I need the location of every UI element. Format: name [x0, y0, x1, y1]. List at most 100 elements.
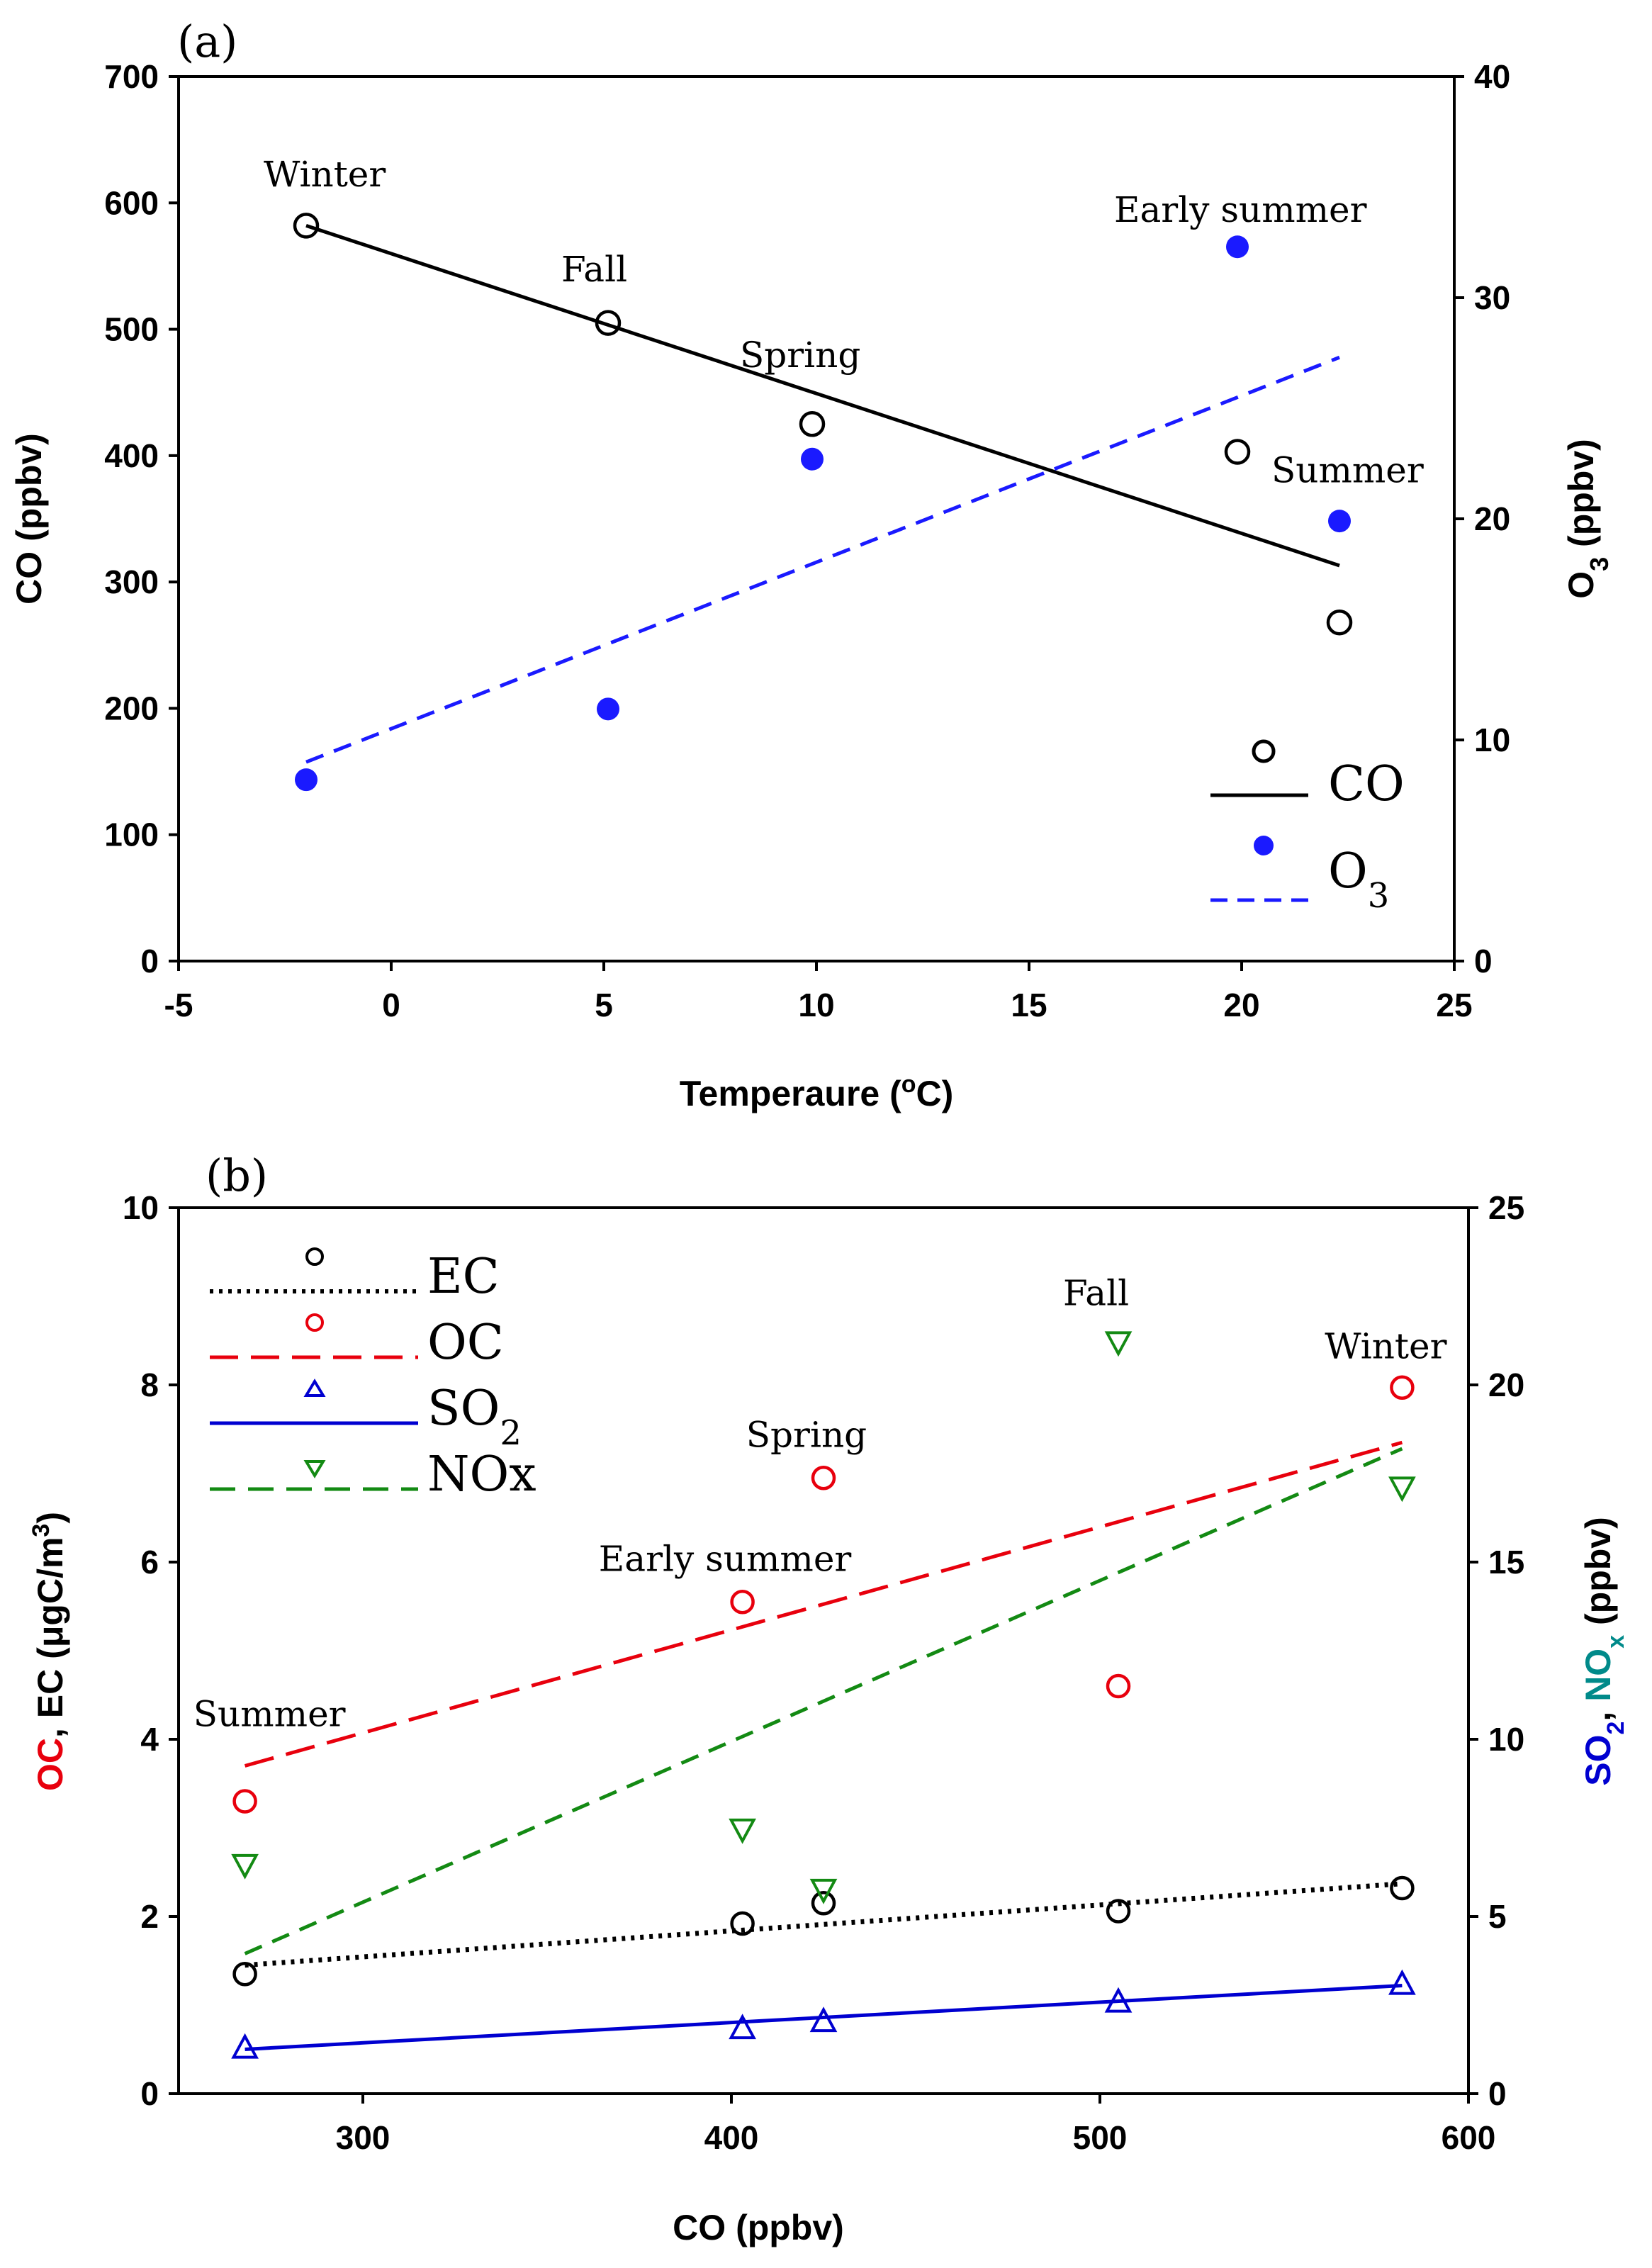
y-right-tick-label: 40	[1474, 58, 1510, 95]
co-point	[595, 310, 622, 336]
y-left-tick-label: 500	[104, 311, 159, 348]
panel-a-y-left-title: CO (ppbv)	[9, 433, 49, 605]
season-label: Winter	[1325, 1326, 1446, 1367]
oc-point	[730, 1590, 755, 1615]
panel-a-legend: CO O3	[1210, 739, 1405, 916]
oc-point	[811, 1466, 836, 1491]
y-right-tick-label: 0	[1474, 943, 1493, 979]
panel-a-letter: (a)	[177, 16, 237, 67]
y-right-tick-label: 25	[1488, 1189, 1524, 1226]
season-label: Winter	[264, 154, 386, 195]
y-left-tick-label: 6	[140, 1544, 159, 1581]
so2-point	[809, 2006, 838, 2033]
y-left-tick-label: 10	[123, 1189, 159, 1226]
so2-point	[231, 2033, 259, 2059]
panel-b-legend: EC OC SO2 NOx	[210, 1247, 536, 1503]
nox-point	[809, 1878, 838, 1904]
x-tick-label: 0	[382, 987, 400, 1023]
oc-fit-line	[244, 1440, 1403, 1768]
ec-point	[232, 1962, 257, 1987]
y-right-tick-label: 30	[1474, 279, 1510, 316]
season-label: Summer	[193, 1693, 346, 1734]
season-label: Spring	[746, 1415, 867, 1456]
x-tick-label: -5	[164, 987, 193, 1023]
panel-a-y-right-ticks: 0 10 20 30 40	[1454, 58, 1510, 979]
co-point	[799, 411, 826, 437]
y-left-tick-label: 4	[140, 1721, 159, 1758]
ec-fit-line	[245, 1881, 1403, 1968]
legend-o3-label: O3	[1328, 843, 1389, 916]
nox-point	[1388, 1476, 1416, 1503]
x-tick-label: 300	[336, 2119, 390, 2156]
nox-point	[729, 1818, 756, 1844]
x-tick-label: 400	[704, 2119, 759, 2156]
y-right-tick-label: 10	[1488, 1721, 1524, 1758]
panel-b-y-right-title: SO2, NOx (ppbv)	[1578, 1517, 1629, 1786]
panel-b-y-left-ticks: 0 2 4 6 8 10	[123, 1189, 179, 2112]
panel-a-data-points	[293, 213, 1353, 792]
o3-point	[801, 447, 824, 471]
panel-b-x-axis-title: CO (ppbv)	[673, 2208, 844, 2247]
oc-point	[232, 1789, 257, 1814]
panel-a-x-ticks: -5 0 5 10 15 20 25	[164, 961, 1473, 1023]
y-right-tick-label: 20	[1488, 1366, 1524, 1403]
co-point	[293, 213, 320, 239]
panel-a-x-axis-title: Temperaure (oC)	[680, 1071, 954, 1113]
oc-point	[1390, 1375, 1415, 1400]
panel-b-plot-frame	[177, 1206, 1470, 2095]
panel-a-season-labels: Winter Fall Spring Early summer Summer	[264, 154, 1424, 490]
o3-point	[1226, 235, 1249, 259]
y-left-tick-label: 300	[104, 563, 159, 600]
panel-b-y-right-ticks: 0 5 10 15 20 25	[1468, 1189, 1524, 2112]
panel-b-letter: (b)	[206, 1150, 268, 1201]
y-left-tick-label: 200	[104, 690, 159, 726]
legend-nox-marker	[303, 1460, 326, 1478]
season-label: Fall	[1063, 1273, 1129, 1314]
x-tick-label: 500	[1073, 2119, 1128, 2156]
y-right-tick-label: 15	[1488, 1544, 1524, 1581]
season-label: Summer	[1271, 449, 1424, 490]
legend-co-label: CO	[1328, 756, 1405, 812]
panel-b-season-labels: Summer Early summer Spring Fall Winter	[193, 1273, 1447, 1735]
y-left-tick-label: 600	[104, 184, 159, 221]
x-tick-label: 15	[1011, 987, 1047, 1023]
y-right-tick-label: 10	[1474, 722, 1510, 758]
legend-oc-label: OC	[427, 1315, 504, 1371]
o3-point	[295, 768, 318, 792]
so2-point	[1388, 1969, 1416, 1995]
co-fit-line	[305, 224, 1340, 568]
panel-b-data-points	[231, 1331, 1416, 2059]
ec-point	[1390, 1875, 1415, 1901]
season-label: Fall	[561, 249, 627, 290]
panel-b-fit-lines	[244, 1440, 1403, 2051]
y-right-tick-label: 20	[1474, 500, 1510, 537]
oc-point	[1106, 1673, 1131, 1699]
o3-point	[597, 697, 619, 721]
o3-fit-line	[305, 355, 1340, 764]
y-right-tick-label: 5	[1488, 1898, 1507, 1935]
y-right-tick-label: 0	[1488, 2075, 1507, 2112]
panel-a-y-right-title: O3 (ppbv)	[1561, 439, 1614, 599]
legend-co-marker	[1252, 739, 1276, 763]
panel-a: (a) -5 0 5 10 15 20 25 0100200300400500600700 …	[9, 16, 1614, 1113]
o3-point	[1328, 510, 1351, 533]
legend-so2-marker	[303, 1379, 326, 1397]
ec-point	[1106, 1899, 1131, 1924]
x-tick-label: 10	[798, 987, 834, 1023]
y-left-tick-label: 8	[140, 1366, 159, 1403]
panel-b-x-ticks: 300 400 500 600	[336, 2094, 1495, 2156]
co-point	[1326, 609, 1353, 636]
x-tick-label: 20	[1223, 987, 1259, 1023]
panel-a-fit-lines	[305, 224, 1340, 764]
so2-point	[1104, 1987, 1133, 2013]
y-left-tick-label: 0	[140, 2075, 159, 2112]
legend-oc-marker	[305, 1313, 324, 1332]
panel-b: (b) 300 400 500 600 0 2 4 6 8 10 0 5 10 15 20 25 CO (…	[28, 1150, 1629, 2247]
y-left-tick-label: 0	[140, 943, 159, 979]
ec-point	[730, 1911, 755, 1936]
co-point	[1224, 439, 1251, 465]
legend-o3-marker	[1254, 836, 1274, 855]
x-tick-label: 5	[595, 987, 613, 1023]
legend-nox-label: NOx	[427, 1447, 536, 1503]
y-left-tick-label: 400	[104, 437, 159, 474]
